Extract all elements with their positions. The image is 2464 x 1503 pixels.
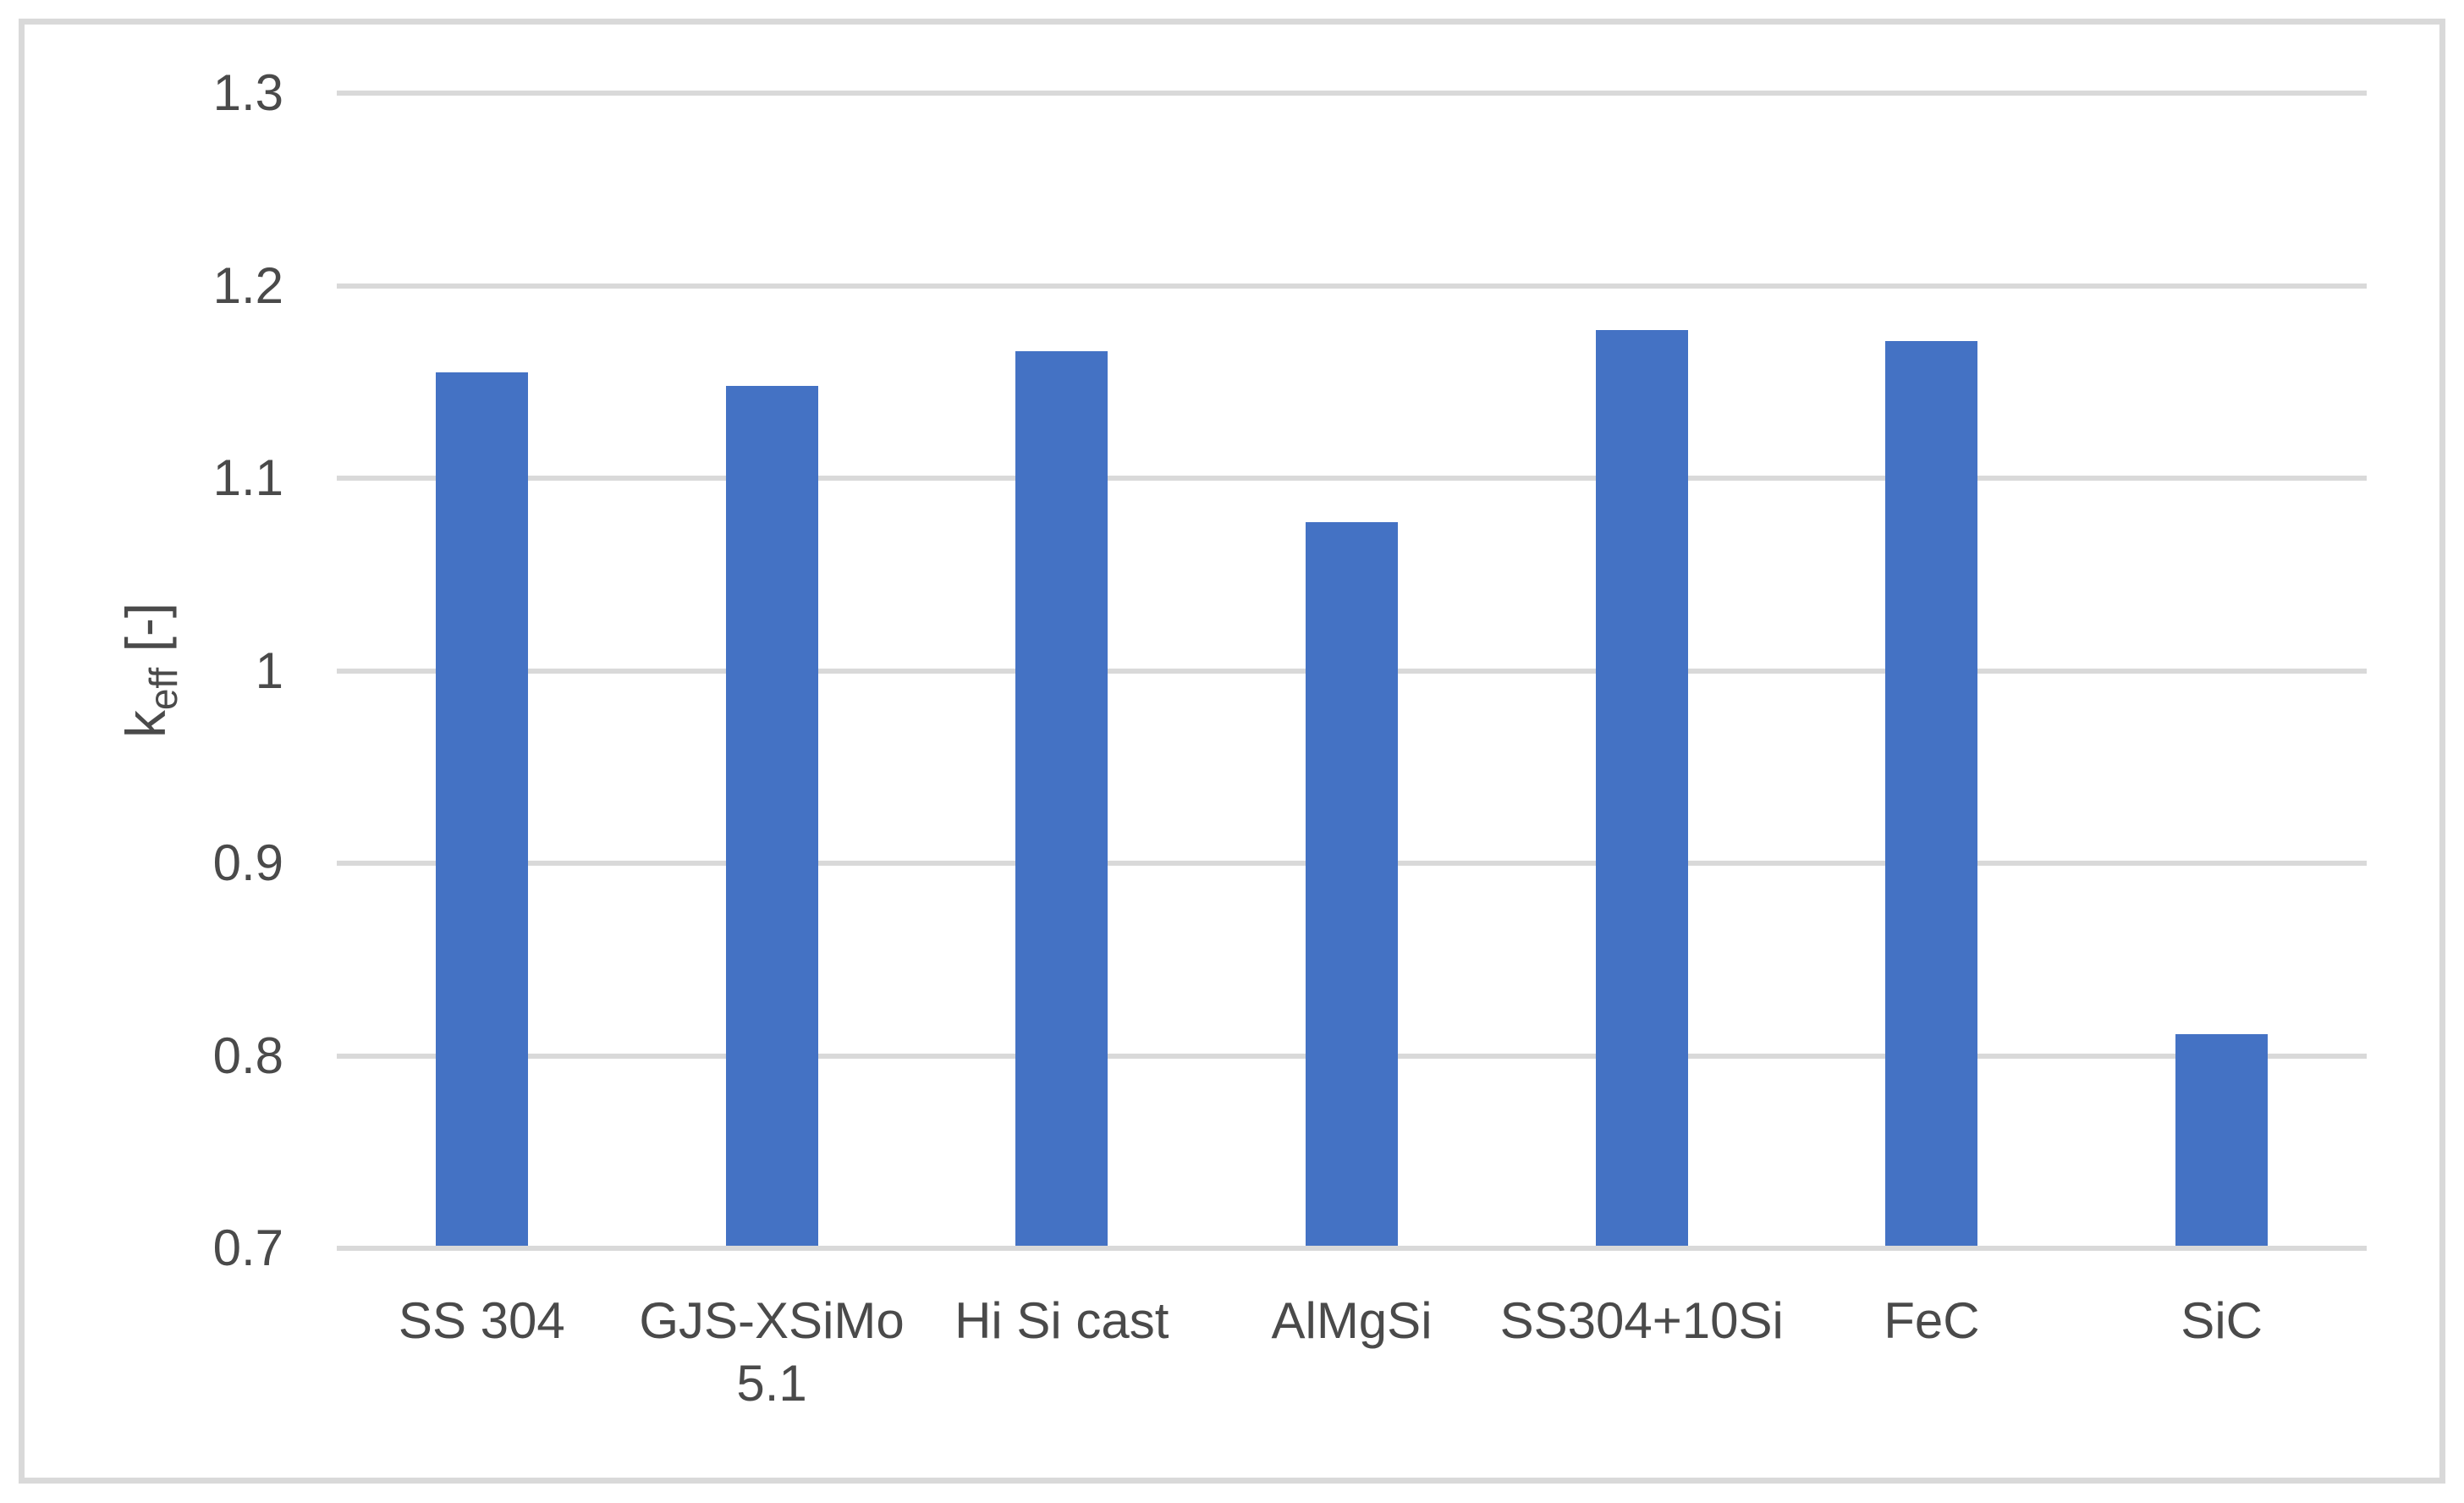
x-category-label: AlMgSi: [1271, 1292, 1433, 1349]
x-category-label: SS304+10Si: [1499, 1292, 1784, 1349]
y-tick-label: 1.3: [212, 64, 283, 121]
y-axis-title-main: k: [114, 710, 177, 739]
y-axis-title: keff [-]: [112, 416, 185, 924]
y-tick-label: 0.7: [212, 1219, 283, 1276]
bar: [1306, 522, 1398, 1246]
bar: [725, 385, 818, 1246]
bar: [1595, 329, 1688, 1246]
y-tick-label: 1.1: [212, 449, 283, 506]
bar: [1885, 341, 1978, 1246]
bar: [1015, 350, 1108, 1246]
bar: [2175, 1034, 2269, 1246]
x-category-label: FeC: [1884, 1292, 1980, 1349]
y-tick-label: 0.9: [212, 834, 283, 891]
gridline: [337, 476, 2367, 481]
y-tick-label: 1.2: [212, 256, 283, 314]
x-category-label: SS 304: [398, 1292, 565, 1349]
x-category-label: GJS-XSiMo 5.1: [639, 1292, 905, 1412]
gridline: [337, 91, 2367, 96]
y-tick-label: 0.8: [212, 1027, 283, 1084]
plot-area: [337, 91, 2367, 1251]
x-category-label: SiC: [2181, 1292, 2263, 1349]
y-tick-label: 1: [255, 641, 283, 699]
gridline: [337, 1246, 2367, 1251]
y-axis-title-subscript: eff: [141, 667, 185, 711]
gridline: [337, 283, 2367, 289]
bar: [435, 372, 528, 1246]
x-category-label: Hi Si cast: [954, 1292, 1169, 1349]
y-axis-title-unit: [-]: [114, 602, 177, 668]
chart-frame: [19, 19, 2445, 1484]
